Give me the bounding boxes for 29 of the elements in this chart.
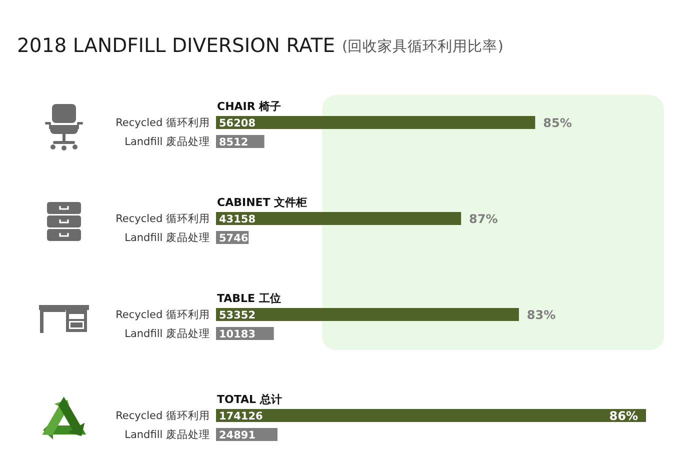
annotation: 86%: [609, 409, 638, 424]
text: Recycled 循环利用: [116, 213, 210, 226]
annotation: 83%: [526, 308, 556, 322]
series-label: Landfill 废品处理: [124, 135, 210, 148]
data-label: 24891: [219, 429, 256, 442]
series-label: Recycled 循环利用: [116, 116, 210, 130]
y-tick-label: TABLE 工位: [217, 292, 281, 305]
y-tick-label: CHAIR 椅子: [217, 100, 282, 113]
data-label: 5746: [219, 232, 248, 244]
series-label: Landfill 废品处理: [124, 428, 210, 442]
data-label: 43158: [219, 213, 256, 226]
text: Landfill 废品处理: [124, 328, 210, 340]
bar: [216, 308, 519, 321]
data-label: 56208: [219, 117, 256, 130]
y-tick-label: CABINET 文件柜: [217, 196, 308, 209]
bar: [216, 116, 536, 129]
chart-title: 2018 LANDFILL DIVERSION RATE: [17, 34, 336, 57]
y-tick-label: TOTAL 总计: [217, 393, 282, 406]
text: Landfill 废品处理: [124, 232, 210, 244]
chart-subtitle: (回收家具循环利用比率): [342, 38, 504, 55]
data-label: 8512: [219, 136, 248, 148]
data-label: 53352: [219, 309, 256, 322]
bar: [216, 212, 462, 225]
annotation: 87%: [469, 212, 498, 226]
data-label: 10183: [219, 328, 256, 340]
series-label: Recycled 循环利用: [116, 409, 210, 422]
text: 85%: [543, 116, 572, 130]
text: Recycled 循环利用: [116, 309, 210, 322]
data-label: 174126: [219, 410, 263, 422]
